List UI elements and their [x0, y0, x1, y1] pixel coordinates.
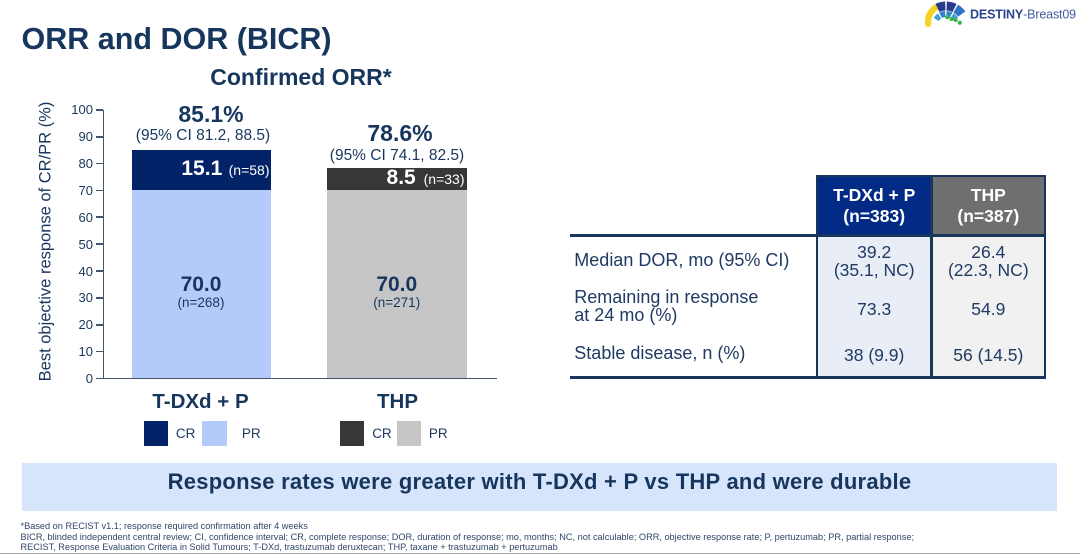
- svg-text:DESTINY-Breast09: DESTINY-Breast09: [970, 7, 1076, 21]
